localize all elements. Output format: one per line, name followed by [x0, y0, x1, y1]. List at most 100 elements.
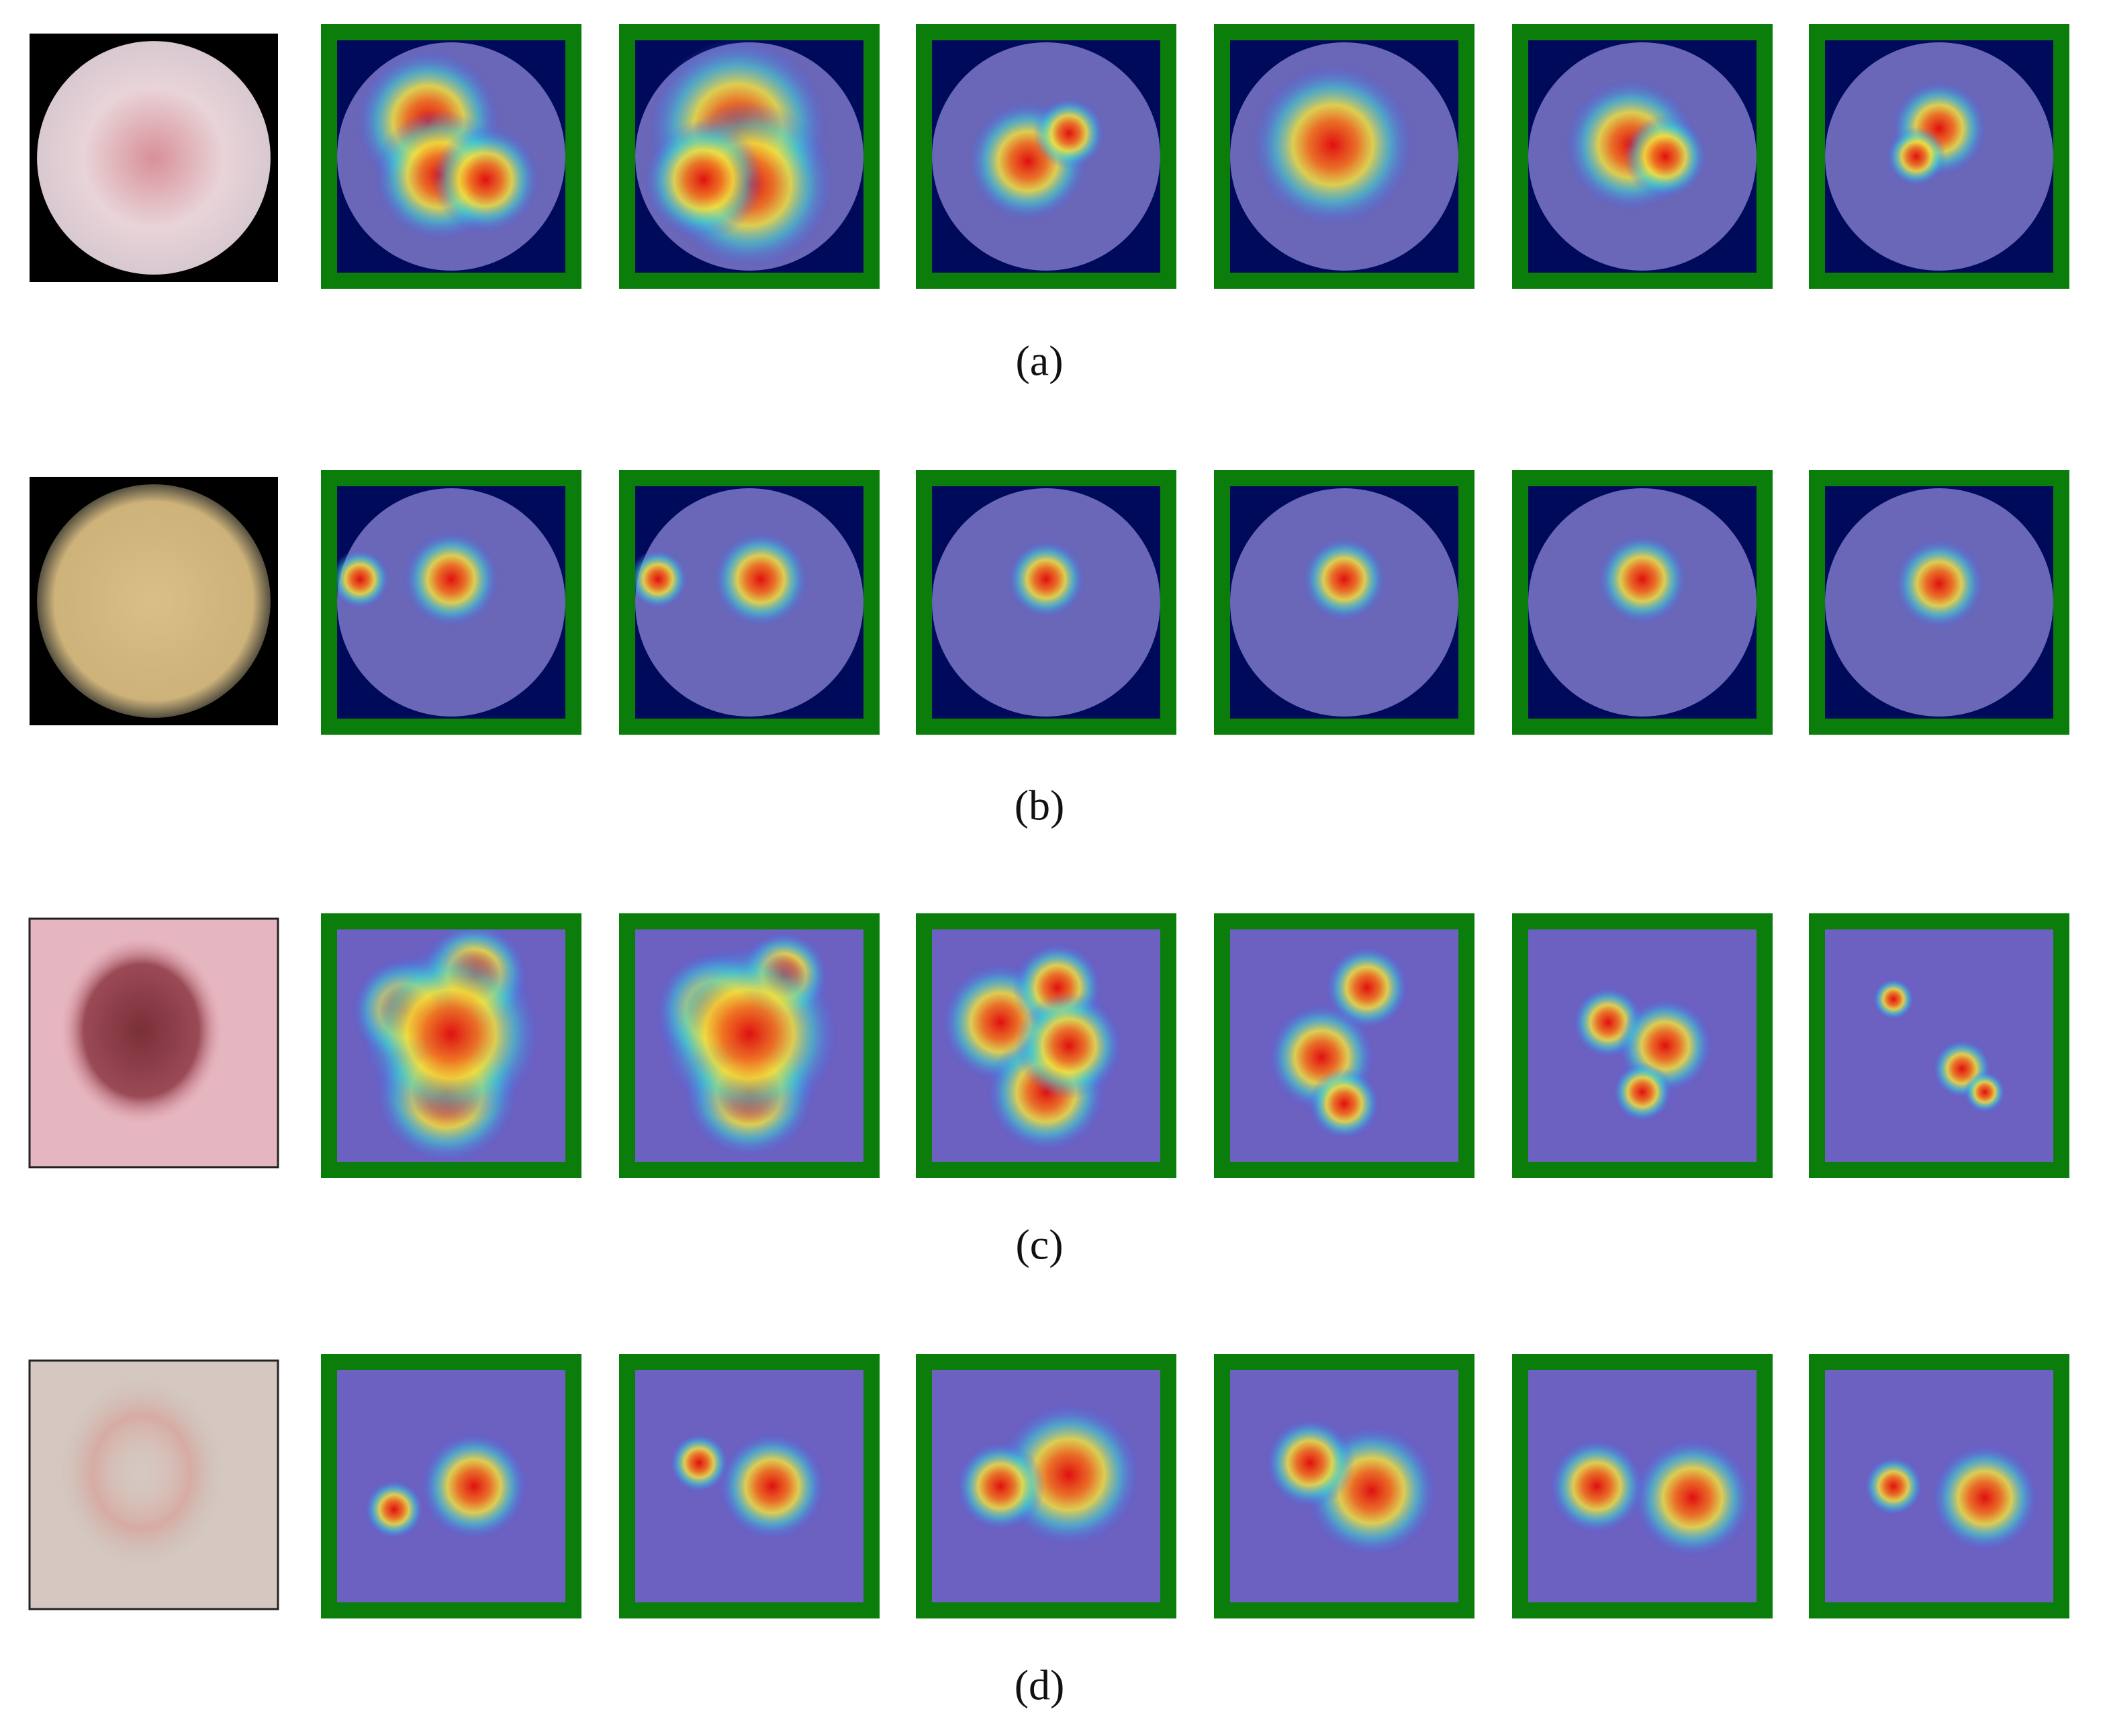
heat-blob — [1252, 64, 1413, 226]
frame — [619, 470, 880, 735]
heat-blob — [337, 549, 390, 609]
heatmap — [1512, 1354, 1773, 1618]
heat-blob — [669, 1433, 729, 1493]
heatmap-content — [1230, 1370, 1458, 1602]
frame — [1214, 470, 1474, 735]
heatmap — [916, 913, 1176, 1178]
frame — [916, 470, 1176, 735]
heat-blob — [1964, 1071, 2006, 1113]
original-image — [30, 477, 278, 725]
heat-blob — [713, 531, 808, 627]
heatmap — [1809, 24, 2069, 289]
heatmap — [1512, 24, 1773, 289]
heat-blob — [1612, 1062, 1673, 1122]
heatmap — [1512, 913, 1773, 1178]
heatmap-content — [932, 486, 1160, 719]
heat-blob — [1863, 1456, 1924, 1516]
heat-blob — [1015, 992, 1123, 1099]
lesion — [59, 935, 224, 1126]
heatmap-content — [635, 486, 863, 719]
heat-blob — [660, 945, 839, 1124]
heatmap — [1809, 1354, 2069, 1618]
caption: (b) — [1015, 782, 1065, 829]
frame — [619, 913, 880, 1178]
heatmap-content — [635, 1370, 863, 1602]
skin — [37, 41, 271, 275]
frame — [1512, 470, 1773, 735]
heat-blob — [1894, 539, 1984, 629]
frame — [916, 1354, 1176, 1618]
heat-blob — [955, 1441, 1045, 1531]
heat-blob — [1624, 115, 1707, 198]
frame — [916, 913, 1176, 1178]
heatmap-content — [1528, 486, 1757, 719]
heat-blob — [1007, 540, 1085, 618]
heatmap-content — [635, 40, 863, 273]
heat-blob — [1325, 946, 1409, 1030]
heatmap — [916, 1354, 1176, 1618]
heatmap — [1214, 24, 1474, 289]
heatmap-content — [1825, 40, 2053, 273]
heat-blob — [420, 1432, 528, 1540]
heatmap-content — [1230, 486, 1458, 719]
heat-blob — [1931, 1444, 2039, 1551]
heatmap — [321, 913, 581, 1178]
heatmap-content — [1825, 1370, 2053, 1602]
heatmap-content — [337, 40, 565, 273]
frame — [916, 24, 1176, 289]
frame — [321, 913, 581, 1178]
frame — [1512, 1354, 1773, 1618]
heatmap-field — [1825, 929, 2053, 1162]
heatmap — [1214, 913, 1474, 1178]
heat-blob — [1873, 978, 1914, 1020]
heatmap — [619, 1354, 880, 1618]
heatmap — [619, 24, 880, 289]
heat-blob — [1303, 537, 1386, 621]
frame — [1512, 913, 1773, 1178]
frame — [321, 1354, 581, 1618]
heatmap — [1809, 470, 2069, 735]
heatmap — [619, 470, 880, 735]
heat-blob — [1633, 1438, 1752, 1557]
heatmap-content — [932, 40, 1160, 273]
heatmap-content — [1528, 1370, 1757, 1602]
heatmap-content — [1825, 929, 2053, 1162]
frame — [619, 1354, 880, 1618]
frame — [1214, 913, 1474, 1178]
original-image — [30, 34, 278, 282]
heatmap-content — [1825, 486, 2053, 719]
heat-blob — [364, 1479, 424, 1539]
caption: (c) — [1015, 1221, 1063, 1269]
caption: (a) — [1015, 337, 1063, 385]
heatmap-content — [1230, 40, 1458, 273]
frame — [1809, 470, 2069, 735]
frame — [1809, 24, 2069, 289]
heat-blob — [635, 549, 688, 609]
heatmap — [321, 1354, 581, 1618]
frame — [1214, 24, 1474, 289]
heatmap-content — [1528, 40, 1757, 273]
heat-blob — [362, 945, 541, 1124]
heatmap — [1214, 470, 1474, 735]
heatmap-content — [932, 929, 1160, 1162]
heat-blob — [718, 1432, 826, 1540]
heatmap-content — [337, 929, 565, 1162]
heat-blob — [1597, 535, 1687, 624]
heatmap-content — [1230, 929, 1458, 1162]
heat-blob — [1549, 1438, 1644, 1534]
heatmap — [321, 470, 581, 735]
heatmap — [321, 24, 581, 289]
frame — [321, 24, 581, 289]
skin — [37, 484, 271, 718]
frame — [1809, 913, 2069, 1178]
original-image — [28, 917, 279, 1169]
frame — [1512, 24, 1773, 289]
frame — [619, 24, 880, 289]
heat-blob — [404, 531, 499, 627]
heatmap — [916, 470, 1176, 735]
heatmap-content — [337, 1370, 565, 1602]
heatmap-content — [932, 1370, 1160, 1602]
heatmap-content — [635, 929, 863, 1162]
frame — [321, 470, 581, 735]
